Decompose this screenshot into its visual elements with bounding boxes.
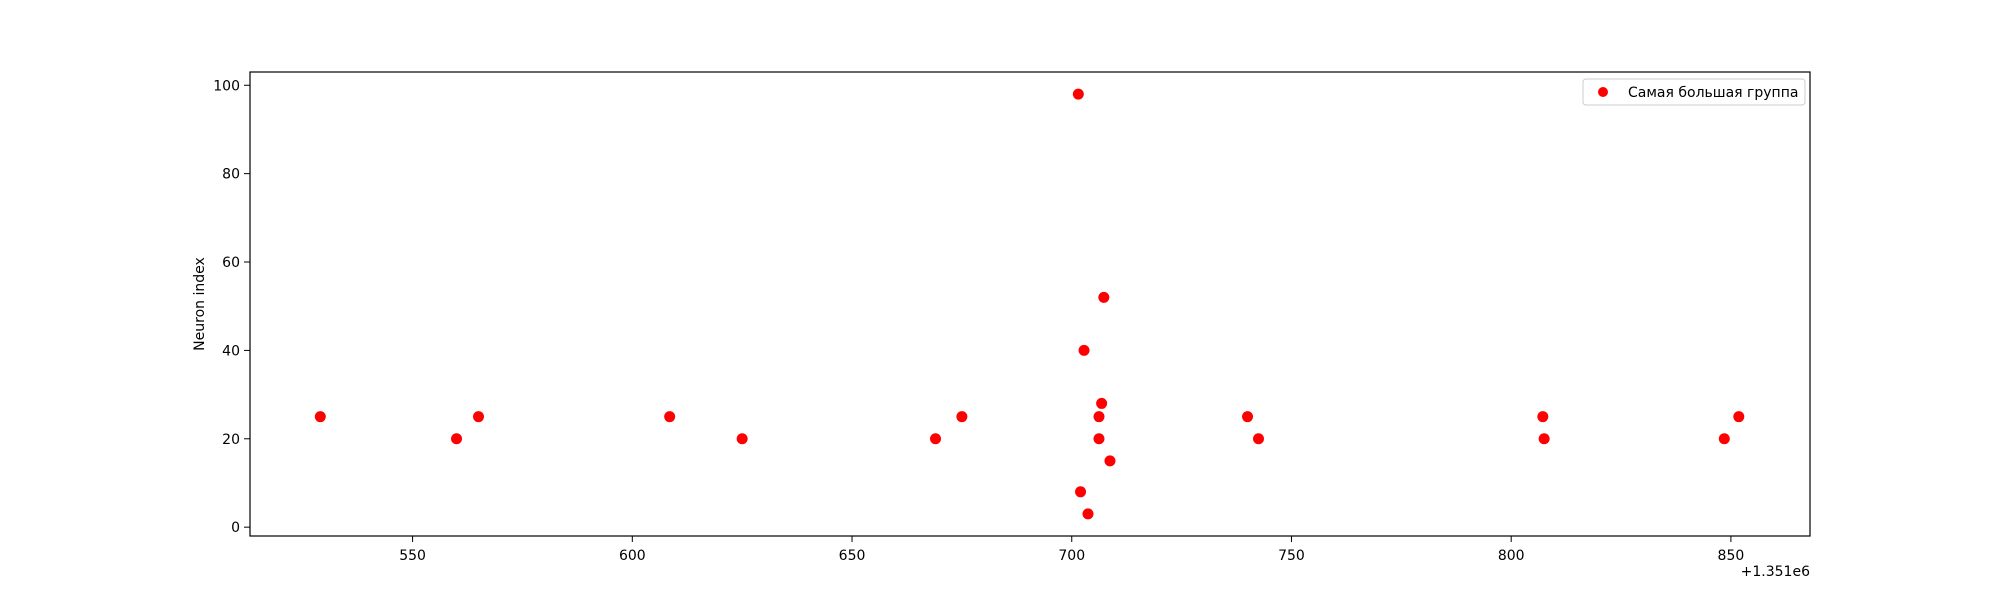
y-axis: 0 20 40 60 80 100 bbox=[213, 78, 250, 536]
y-tick-label: 100 bbox=[213, 78, 240, 94]
legend: Самая большая группа bbox=[1582, 78, 1806, 106]
scatter-point bbox=[1093, 411, 1105, 423]
scatter-point bbox=[1538, 433, 1550, 445]
scatter-point bbox=[1078, 344, 1090, 356]
scatter-point bbox=[930, 433, 942, 445]
plot-frame bbox=[249, 71, 1811, 537]
x-tick-label: 600 bbox=[619, 548, 646, 564]
y-tick-label: 40 bbox=[222, 343, 240, 359]
scatter-point bbox=[314, 411, 326, 423]
scatter-point bbox=[664, 411, 676, 423]
legend-box bbox=[1582, 78, 1806, 106]
scatter-point bbox=[1093, 433, 1105, 445]
x-axis: 550 600 650 700 750 800 850 bbox=[399, 536, 1744, 564]
x-tick-label: 550 bbox=[399, 548, 426, 564]
scatter-point bbox=[736, 433, 748, 445]
x-tick-label: 800 bbox=[1498, 548, 1525, 564]
scatter-point bbox=[1733, 411, 1745, 423]
y-tick-label: 60 bbox=[222, 255, 240, 271]
scatter-point bbox=[1072, 88, 1084, 100]
legend-label: Самая большая группа bbox=[1628, 85, 1798, 101]
legend-marker bbox=[1598, 87, 1608, 97]
x-tick-label: 750 bbox=[1278, 548, 1305, 564]
x-tick-label: 700 bbox=[1058, 548, 1085, 564]
scatter-point bbox=[1718, 433, 1730, 445]
scatter-point bbox=[1096, 397, 1108, 409]
x-tick-label: 650 bbox=[839, 548, 866, 564]
x-tick-label: 850 bbox=[1718, 548, 1745, 564]
scatter-point bbox=[1098, 291, 1110, 303]
scatter-point bbox=[1075, 486, 1087, 498]
y-tick-label: 20 bbox=[222, 432, 240, 448]
x-axis-offset-label: +1.351e6 bbox=[1741, 564, 1810, 580]
scatter-point bbox=[1242, 411, 1254, 423]
scatter-point bbox=[1253, 433, 1265, 445]
scatter-point bbox=[1537, 411, 1549, 423]
y-tick-label: 80 bbox=[222, 167, 240, 183]
scatter-point bbox=[473, 411, 485, 423]
scatter-point bbox=[956, 411, 968, 423]
scatter-point bbox=[451, 433, 463, 445]
scatter-point bbox=[1082, 508, 1094, 520]
scatter-point bbox=[1104, 455, 1116, 467]
points-layer bbox=[314, 88, 1745, 520]
y-tick-label: 0 bbox=[231, 520, 240, 536]
y-axis-label: Neuron index bbox=[192, 257, 208, 351]
